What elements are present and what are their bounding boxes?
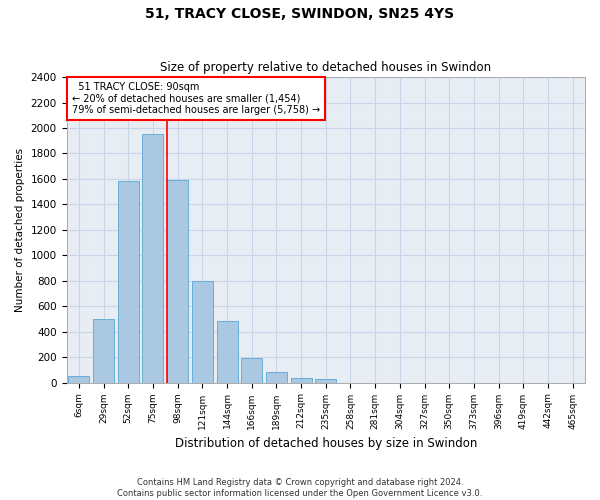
Y-axis label: Number of detached properties: Number of detached properties xyxy=(15,148,25,312)
Text: 51, TRACY CLOSE, SWINDON, SN25 4YS: 51, TRACY CLOSE, SWINDON, SN25 4YS xyxy=(145,8,455,22)
Bar xyxy=(290,378,311,382)
Text: 51 TRACY CLOSE: 90sqm
← 20% of detached houses are smaller (1,454)
79% of semi-d: 51 TRACY CLOSE: 90sqm ← 20% of detached … xyxy=(72,82,320,115)
Bar xyxy=(68,376,89,382)
Bar xyxy=(192,280,213,382)
Title: Size of property relative to detached houses in Swindon: Size of property relative to detached ho… xyxy=(160,62,491,74)
Bar xyxy=(167,180,188,382)
Bar xyxy=(315,380,336,382)
Bar xyxy=(217,322,238,382)
Bar xyxy=(93,319,114,382)
Bar xyxy=(118,182,139,382)
Bar xyxy=(142,134,163,382)
X-axis label: Distribution of detached houses by size in Swindon: Distribution of detached houses by size … xyxy=(175,437,477,450)
Bar xyxy=(266,372,287,382)
Bar xyxy=(241,358,262,382)
Text: Contains HM Land Registry data © Crown copyright and database right 2024.
Contai: Contains HM Land Registry data © Crown c… xyxy=(118,478,482,498)
